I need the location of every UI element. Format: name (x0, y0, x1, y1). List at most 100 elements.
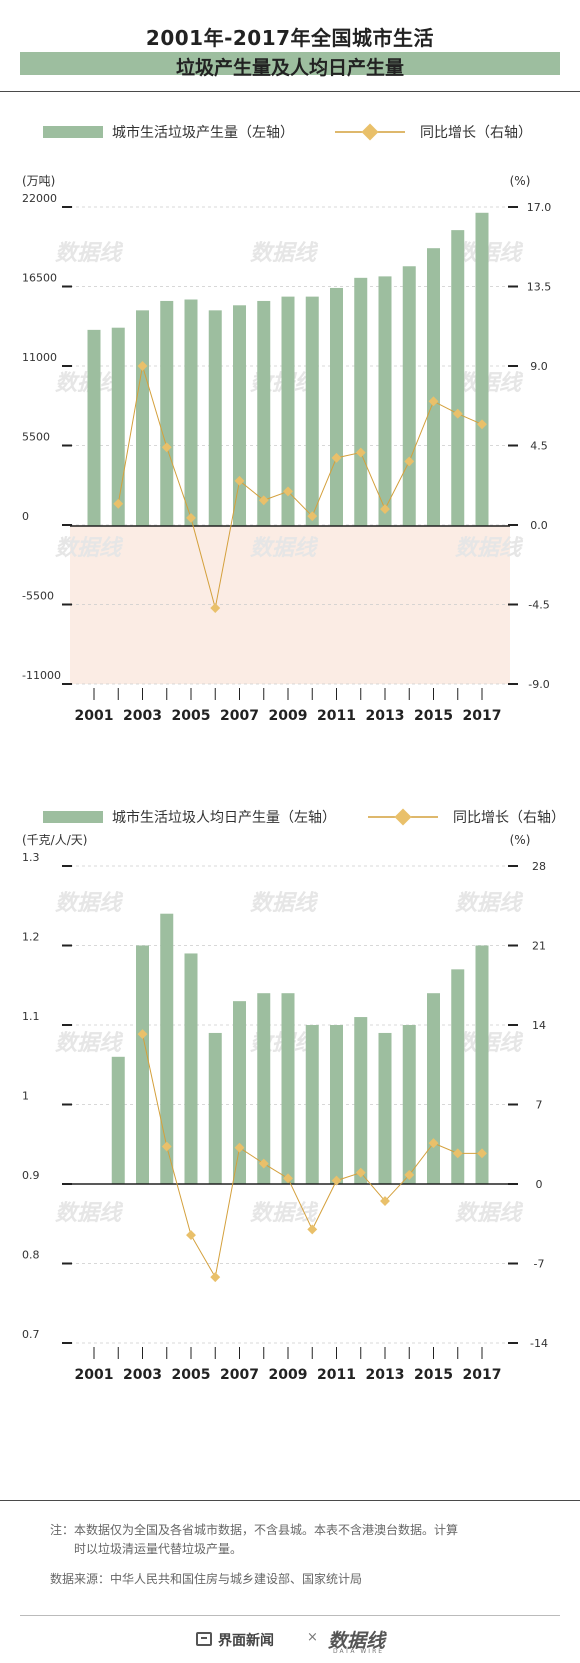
bar (257, 993, 271, 1184)
bar (354, 1017, 368, 1184)
datawire-logo: 数据线 (328, 1630, 386, 1652)
growth-point (380, 504, 390, 515)
left-tick-label: 1.3 (22, 851, 40, 864)
x-tick-label: 2015 (414, 1367, 453, 1383)
datawire-logo-sub: DATA WIRE (333, 1648, 385, 1655)
bar (378, 1032, 392, 1184)
watermark: 数据线 (55, 535, 124, 561)
bar (354, 277, 368, 526)
growth-point (210, 603, 221, 613)
growth-point (331, 1175, 342, 1186)
right-tick-label: 17.0 (527, 201, 552, 214)
growth-point (186, 1230, 196, 1241)
left-tick-label: 1.2 (22, 931, 40, 944)
growth-point (404, 456, 415, 467)
watermark: 数据线 (55, 1030, 124, 1056)
watermark: 数据线 (250, 890, 319, 916)
right-tick-label: 7 (536, 1099, 543, 1112)
x-tick-label: 2003 (123, 708, 162, 724)
growth-point (137, 361, 148, 371)
legend-bar-label: 城市生活垃圾人均日产生量（左轴） (112, 809, 336, 826)
growth-point (428, 1138, 439, 1149)
x-tick-label: 2007 (220, 708, 259, 724)
bar (111, 327, 125, 526)
left-tick-label: 1 (22, 1090, 29, 1103)
bar (475, 212, 489, 527)
left-tick-label: 0 (22, 510, 29, 523)
watermark: 数据线 (55, 240, 124, 266)
watermark: 数据线 (455, 890, 524, 916)
left-tick-label: 5500 (22, 431, 50, 444)
right-tick-label: 9.0 (530, 360, 548, 373)
right-tick-label: 0.0 (530, 519, 548, 532)
bar (111, 1056, 125, 1184)
footer-divider (0, 1500, 580, 1501)
growth-point (452, 408, 463, 419)
left-tick-label: 0.9 (22, 1169, 40, 1182)
x-tick-label: 2009 (269, 1367, 308, 1383)
brand-separator: × (307, 1630, 318, 1645)
brand-name: 界面新闻 (218, 1633, 274, 1649)
growth-point (477, 1148, 487, 1159)
watermark: 数据线 (55, 1200, 124, 1226)
bar (87, 329, 101, 526)
x-tick-label: 2017 (463, 1367, 502, 1383)
growth-point (210, 1272, 221, 1283)
growth-point (355, 447, 366, 458)
x-tick-label: 2001 (75, 1367, 114, 1383)
brand-divider (20, 1615, 560, 1616)
bar (160, 913, 174, 1184)
growth-point (283, 486, 293, 497)
growth-line (117, 365, 483, 609)
legend-line-label: 同比增长（右轴） (453, 810, 565, 826)
notes: 注：本数据仅为全国及各省城市数据，不含县城。本表不含港澳台数据。计算 时以垃圾清… (50, 1521, 555, 1559)
right-tick-label: -7 (534, 1258, 545, 1271)
growth-point (331, 452, 342, 463)
left-tick-label: 0.8 (22, 1249, 40, 1262)
bar (184, 953, 198, 1184)
x-tick-label: 2009 (269, 708, 308, 724)
legend-bar-label: 城市生活垃圾产生量（左轴） (112, 124, 294, 141)
note-line-2: 时以垃圾清运量代替垃圾产量。 (74, 1542, 243, 1556)
growth-point (428, 396, 439, 407)
left-tick-label: 0.7 (22, 1328, 40, 1341)
x-tick-label: 2007 (220, 1367, 259, 1383)
watermark: 数据线 (455, 535, 524, 561)
right-tick-label: 0 (536, 1178, 543, 1191)
x-tick-label: 2017 (463, 708, 502, 724)
left-axis-unit: (万吨) (22, 174, 55, 188)
bar (475, 945, 489, 1184)
bar (233, 1001, 246, 1184)
note-line-1: 注：本数据仅为全国及各省城市数据，不含县城。本表不含港澳台数据。计算 (50, 1523, 459, 1537)
page-title: 2001年-2017年全国城市生活 (145, 26, 435, 50)
legend-bar-swatch (43, 811, 103, 823)
x-tick-label: 2003 (123, 1367, 162, 1383)
bar (451, 230, 465, 527)
bar (378, 276, 392, 526)
watermark: 数据线 (455, 1200, 524, 1226)
bar (281, 993, 295, 1184)
bar (257, 300, 271, 526)
bar (402, 266, 416, 526)
growth-point (137, 1029, 148, 1040)
growth-point (477, 419, 487, 430)
x-tick-label: 2013 (366, 708, 405, 724)
bar (330, 1025, 343, 1184)
left-tick-label: 1.1 (22, 1010, 40, 1023)
bar (208, 1032, 222, 1184)
bar (330, 287, 343, 526)
legend-diamond-icon (361, 123, 379, 141)
left-tick-label: 11000 (22, 351, 57, 364)
bar (136, 310, 149, 526)
title-band (20, 52, 560, 75)
bar (233, 305, 246, 526)
growth-point (186, 512, 196, 523)
right-tick-label: 28 (532, 860, 546, 873)
legend-bar-swatch (43, 126, 103, 138)
page-subtitle: 垃圾产生量及人均日产生量 (175, 57, 404, 79)
header: 2001年-2017年全国城市生活 垃圾产生量及人均日产生量 (0, 0, 580, 92)
growth-point (452, 1148, 463, 1159)
bar (184, 299, 198, 526)
jiemian-logo-icon (196, 1632, 212, 1646)
